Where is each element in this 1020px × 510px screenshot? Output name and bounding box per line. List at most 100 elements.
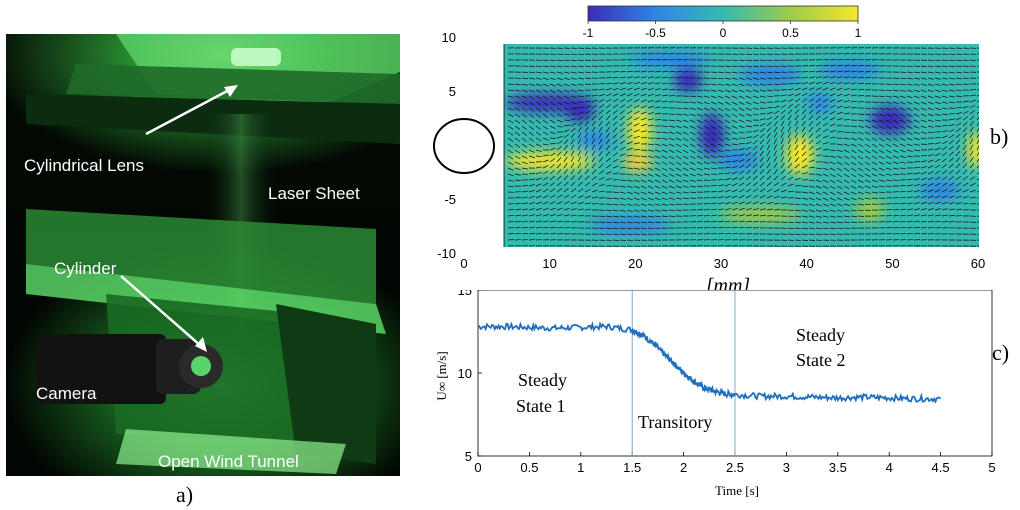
velocity-arrow: [507, 161, 514, 166]
velocity-arrow: [738, 170, 745, 175]
velocity-arrow: [808, 152, 815, 157]
velocity-arrow: [703, 149, 710, 153]
velocity-arrow: [899, 137, 906, 141]
velocity-arrow: [514, 208, 521, 211]
velocity-arrow: [675, 203, 682, 206]
velocity-arrow: [878, 143, 885, 148]
velocity-arrow: [871, 167, 878, 171]
velocity-arrow: [570, 77, 577, 80]
velocity-arrow: [955, 53, 963, 55]
velocity-arrow: [766, 162, 771, 169]
velocity-arrow: [563, 129, 570, 133]
cylinder-outline: [433, 118, 495, 174]
velocity-arrow: [899, 89, 906, 92]
velocity-arrow: [640, 209, 647, 212]
velocity-arrow: [948, 195, 955, 199]
velocity-arrow: [829, 227, 836, 230]
velocity-arrow: [633, 167, 640, 170]
velocity-arrow: [794, 227, 801, 230]
velocity-arrow: [906, 143, 913, 147]
velocity-arrow: [948, 151, 954, 157]
velocity-arrow: [745, 163, 751, 169]
velocity-arrow: [920, 166, 927, 169]
velocity-arrow: [591, 163, 596, 169]
velocity-arrow: [514, 179, 522, 181]
velocity-arrow: [640, 99, 647, 103]
velocity-arrow: [752, 134, 759, 139]
velocity-arrow: [899, 125, 906, 130]
velocity-arrow: [773, 209, 781, 211]
vorticity-blob: [968, 132, 979, 168]
velocity-arrow: [920, 183, 927, 187]
velocity-arrow: [654, 88, 661, 91]
velocity-arrow: [738, 158, 745, 163]
velocity-arrow: [535, 177, 542, 181]
velocity-arrow: [619, 191, 626, 194]
velocity-arrow: [948, 208, 955, 211]
velocity-arrow: [549, 201, 556, 205]
velocity-arrow: [661, 94, 668, 97]
velocity-arrow: [633, 87, 640, 91]
vorticity-blob: [590, 217, 670, 233]
velocity-arrow: [689, 149, 696, 154]
velocity-arrow: [773, 169, 778, 175]
velocity-arrow: [878, 155, 885, 160]
velocity-arrow: [696, 143, 703, 148]
velocity-arrow: [668, 185, 675, 189]
velocity-arrow: [661, 131, 668, 134]
velocity-arrow: [759, 95, 766, 98]
vorticity-blob: [674, 68, 702, 92]
velocity-arrow: [962, 121, 968, 127]
velocity-arrow: [640, 76, 647, 79]
velocity-arrow: [843, 64, 850, 67]
velocity-arrow: [927, 189, 934, 193]
velocity-arrow: [892, 89, 899, 92]
velocity-arrow: [710, 202, 717, 205]
velocity-arrow: [563, 220, 570, 223]
velocity-arrow: [640, 117, 647, 121]
velocity-arrow: [570, 201, 577, 205]
velocity-arrow: [913, 220, 920, 223]
velocity-arrow: [920, 71, 927, 74]
velocity-arrow: [654, 106, 661, 109]
velocity-arrow: [661, 167, 668, 172]
velocity-arrow: [612, 221, 619, 224]
velocity-arrow: [563, 162, 568, 169]
velocity-arrow: [941, 201, 948, 205]
velocity-arrow: [570, 221, 578, 223]
velocity-arrow: [752, 151, 758, 157]
velocity-arrow: [759, 195, 766, 199]
velocity-arrow: [577, 77, 584, 80]
velocity-arrow: [822, 161, 829, 164]
velocity-arrow: [759, 214, 766, 217]
velocity-arrow: [976, 83, 979, 85]
velocity-arrow: [696, 119, 703, 123]
velocity-arrow: [801, 145, 806, 151]
velocity-arrow: [584, 132, 589, 139]
velocity-arrow: [556, 188, 563, 193]
velocity-arrow: [556, 119, 563, 123]
velocity-arrow: [577, 111, 584, 115]
velocity-arrow: [752, 169, 758, 175]
velocity-arrow: [570, 168, 575, 175]
velocity-arrow: [577, 144, 581, 151]
velocity-arrow: [675, 71, 683, 73]
velocity-arrow: [542, 195, 549, 199]
velocity-arrow: [591, 115, 597, 121]
velocity-arrow: [549, 137, 557, 139]
velocity-arrow: [822, 149, 830, 151]
velocity-arrow: [605, 178, 612, 181]
velocity-arrow: [724, 125, 731, 130]
velocity-arrow: [878, 125, 885, 129]
velocity-arrow: [815, 87, 822, 91]
velocity-arrow: [717, 173, 725, 175]
velocity-arrow: [871, 185, 878, 188]
velocity-arrow: [801, 115, 806, 121]
velocity-arrow: [717, 161, 725, 163]
velocity-arrow: [801, 221, 808, 224]
vorticity-blob: [808, 93, 832, 113]
velocity-arrow: [773, 115, 779, 121]
velocity-arrow: [962, 169, 968, 175]
velocity-arrow: [661, 76, 668, 79]
velocity-arrow: [878, 167, 885, 171]
